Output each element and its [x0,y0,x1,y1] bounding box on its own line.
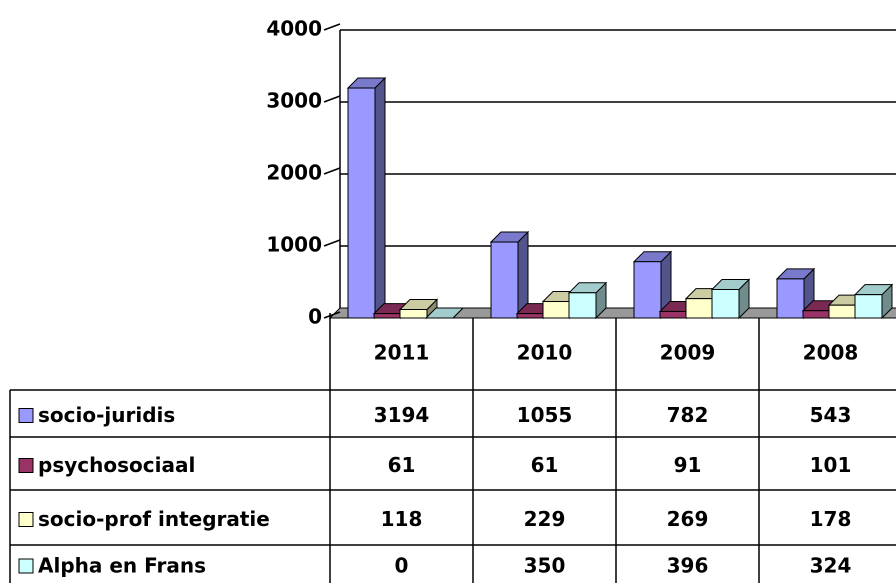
table-value: 61 [531,453,559,477]
x-tick-label: 2008 [803,341,859,365]
x-tick-label: 2009 [660,341,716,365]
bar [398,298,439,320]
bar [710,278,751,320]
bar-front [802,310,831,319]
bar-front [347,87,376,319]
bar-front [685,298,714,319]
bar [632,250,673,320]
bar-side [374,76,386,320]
bar-front [828,304,857,319]
bar-front [711,288,740,319]
bar [567,281,608,320]
table-value: 0 [395,554,409,578]
y-tick-label: 1000 [266,233,322,257]
table-value: 324 [810,554,852,578]
table-value: 3194 [374,403,430,427]
tick-mark [323,23,341,31]
bar [424,307,465,319]
tick-mark [323,95,341,103]
legend-label: Alpha en Frans [38,554,206,578]
legend-label: socio-juridis [38,403,175,427]
bar [489,230,530,320]
legend-label: socio-prof integratie [38,507,270,531]
table-value: 396 [667,554,709,578]
bar-front [516,313,545,319]
bar [853,283,894,320]
table-value: 61 [388,453,416,477]
bar-front [373,313,402,319]
table-value: 178 [810,507,852,531]
bar-front [490,241,519,319]
legend-key [18,458,34,473]
x-tick-label: 2010 [517,341,573,365]
bar-front [659,310,688,319]
bar-front [399,309,428,319]
x-tick-label: 2011 [374,341,430,365]
legend-key [18,512,34,527]
table-value: 350 [524,554,566,578]
table-value: 91 [674,453,702,477]
table-value: 229 [524,507,566,531]
table-value: 1055 [517,403,573,427]
bar-front [633,261,662,319]
bar-front [542,301,571,319]
legend-key [18,558,34,574]
legend-label: psychosociaal [38,453,195,477]
y-tick-label: 2000 [266,161,322,185]
table-value: 118 [381,507,423,531]
tick-mark [323,311,341,319]
bar [346,76,387,320]
tick-mark [323,167,341,175]
table-value: 269 [667,507,709,531]
y-tick-label: 4000 [266,17,322,41]
y-tick-label: 3000 [266,89,322,113]
bar-front [776,278,805,319]
table-value: 101 [810,453,852,477]
table-value: 543 [810,403,852,427]
bar-top [424,307,465,319]
table-value: 782 [667,403,709,427]
tick-mark [323,239,341,247]
y-tick-label: 0 [308,305,322,329]
bar-front [568,292,597,319]
bar-front [854,294,883,319]
legend-key [18,408,34,423]
